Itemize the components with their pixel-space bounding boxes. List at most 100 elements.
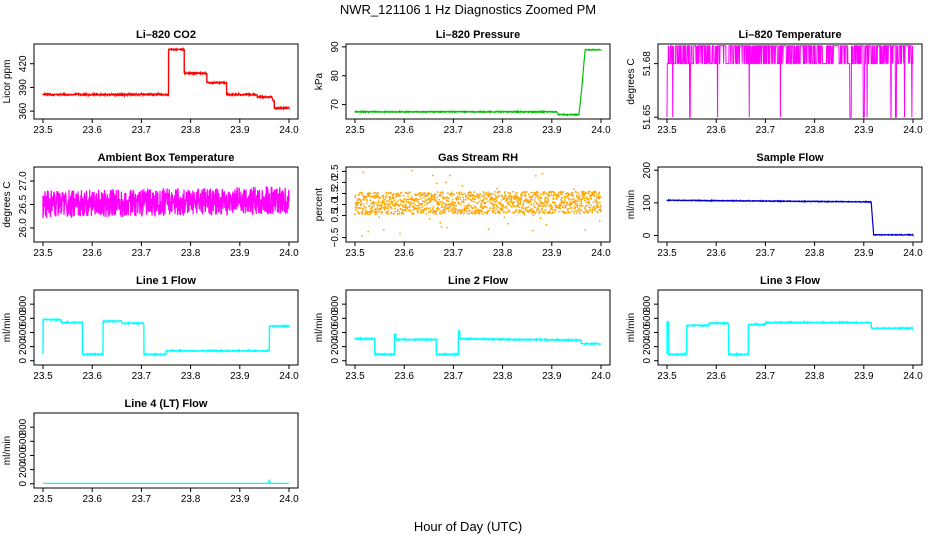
- series-point: [476, 211, 478, 214]
- series-point: [573, 201, 576, 204]
- series-point: [594, 207, 597, 210]
- series-point: [498, 194, 501, 197]
- series-point: [587, 210, 590, 213]
- series-point: [453, 201, 455, 204]
- y-tick-label: 0: [330, 358, 341, 364]
- series-point: [537, 208, 540, 211]
- series-point: [579, 208, 582, 211]
- panels-group: Li–820 CO2 23.5 23.6 23.7 23.8 23.9 24.0 360 390…: [2, 29, 923, 505]
- plot-frame: [345, 289, 611, 366]
- series-point: [589, 209, 592, 212]
- x-tick-label: 23.5: [345, 125, 365, 136]
- series-point: [596, 210, 598, 213]
- series-point: [394, 210, 397, 213]
- series-point: [466, 204, 468, 207]
- series-point: [559, 191, 562, 194]
- series-point: [563, 202, 566, 204]
- series-point: [512, 201, 515, 204]
- series-point: [441, 191, 444, 193]
- series-point: [354, 202, 357, 205]
- chart-panel: Line 4 (LT) Flow 23.5 23.6 23.7 23.8 23.9 24.0…: [2, 398, 299, 505]
- series-point: [407, 209, 410, 212]
- series-point: [496, 205, 498, 208]
- chart-panel: Line 3 Flow 23.5 23.6 23.7 23.8 23.9 24.0 0 2004…: [626, 275, 923, 382]
- series-point: [362, 203, 365, 206]
- series-point: [473, 211, 476, 214]
- series-point: [444, 211, 446, 214]
- series-point: [451, 205, 453, 208]
- series-point: [385, 191, 388, 194]
- series-point: [391, 201, 394, 204]
- series-point: [366, 199, 368, 202]
- series-point: [543, 210, 545, 213]
- series-point: [354, 196, 357, 199]
- series-point: [564, 199, 567, 202]
- chart-panel: Line 1 Flow 23.5 23.6 23.7 23.8 23.9 24.0 0 2004…: [2, 275, 299, 382]
- series-point: [461, 209, 464, 211]
- series-point: [485, 206, 488, 209]
- x-tick-label: 23.7: [132, 125, 152, 136]
- series-point: [410, 202, 412, 204]
- series-point: [403, 201, 405, 204]
- series-point: [368, 195, 370, 198]
- series-point: [578, 197, 581, 200]
- series-point: [507, 201, 510, 203]
- series-point: [408, 202, 410, 205]
- series-point: [578, 207, 581, 209]
- series-point: [516, 197, 518, 200]
- series-point: [595, 196, 598, 199]
- series-point: [416, 199, 419, 201]
- series-point: [355, 205, 357, 207]
- series-point: [584, 208, 587, 210]
- series-point: [460, 191, 463, 194]
- series-point: [541, 207, 543, 210]
- series-point: [576, 204, 579, 207]
- series-point: [429, 209, 432, 212]
- series-point: [582, 205, 584, 207]
- series-point: [471, 210, 473, 213]
- series-point: [391, 208, 393, 210]
- series-point: [576, 194, 578, 197]
- series-point: [590, 204, 593, 207]
- series-point: [427, 211, 430, 214]
- series-point: [405, 201, 408, 203]
- series-point: [457, 197, 459, 200]
- series-point: [432, 212, 435, 215]
- y-tick-label: 600: [18, 310, 29, 327]
- series-point: [497, 191, 500, 194]
- series-point: [592, 207, 594, 209]
- series-point: [470, 200, 473, 202]
- y-axis-label: degrees C: [2, 181, 13, 227]
- series-line: [43, 479, 289, 484]
- series-point: [417, 194, 419, 196]
- series-point: [598, 208, 600, 211]
- x-tick-label: 24.0: [903, 125, 923, 136]
- series-point: [512, 190, 514, 193]
- series-point: [523, 210, 525, 213]
- series-point: [544, 199, 547, 202]
- series-point: [547, 198, 549, 201]
- series-point: [389, 198, 392, 201]
- series-point: [365, 206, 367, 209]
- series-point: [508, 210, 511, 213]
- series-point: [423, 207, 426, 210]
- series-point: [513, 205, 516, 208]
- series-point: [553, 201, 556, 204]
- series-point: [437, 208, 440, 210]
- series-point: [408, 206, 411, 208]
- series-point: [584, 229, 587, 231]
- series-point: [393, 213, 396, 215]
- series-point: [393, 199, 396, 202]
- series-point: [527, 199, 529, 202]
- series-point: [374, 213, 377, 216]
- series-point: [556, 193, 559, 196]
- y-tick-label: 360: [18, 102, 29, 119]
- panel-title: Ambient Box Temperature: [98, 152, 235, 164]
- series-point: [491, 211, 494, 214]
- series-point: [501, 206, 504, 209]
- series-point: [376, 206, 379, 209]
- series-point: [395, 201, 398, 204]
- series-point: [523, 214, 526, 216]
- x-tick-label: 23.7: [132, 494, 152, 505]
- series-point: [500, 199, 503, 201]
